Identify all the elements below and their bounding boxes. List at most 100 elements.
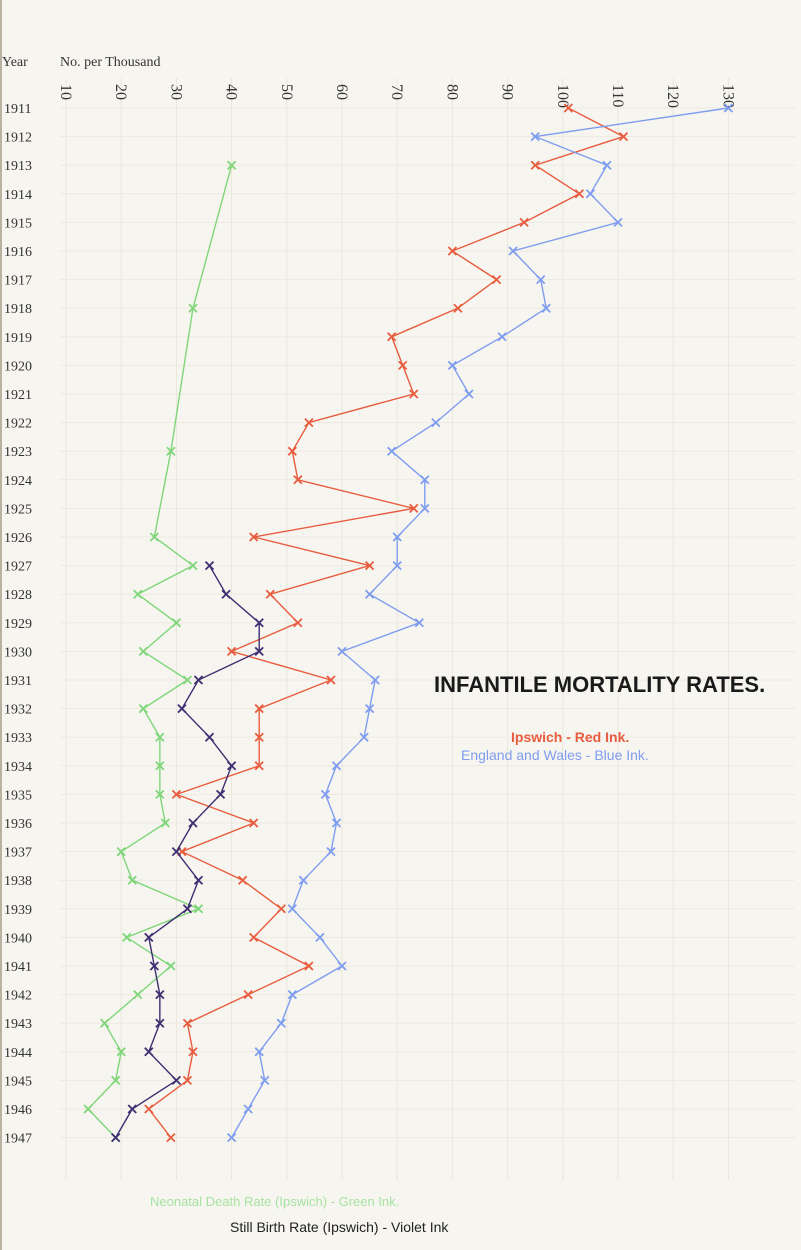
data-point (453, 303, 463, 313)
y-tick-label: 1926 (4, 531, 32, 546)
x-tick-label: 20 (112, 84, 129, 100)
data-point (276, 904, 286, 914)
x-axis-label: No. per Thousand (60, 55, 160, 70)
x-tick-label: 30 (167, 84, 184, 100)
y-tick-label: 1927 (4, 560, 32, 575)
y-tick-label: 1931 (4, 674, 32, 689)
y-tick-label: 1941 (4, 960, 32, 975)
x-tick-label: 40 (223, 84, 240, 100)
data-point (431, 417, 441, 428)
data-point (116, 846, 126, 857)
data-point (447, 360, 458, 371)
y-tick-label: 1916 (4, 245, 32, 260)
data-point (530, 131, 540, 142)
data-point (392, 532, 402, 542)
data-point (226, 761, 237, 771)
data-point (138, 646, 148, 657)
data-point (243, 989, 253, 1000)
y-tick-label: 1928 (4, 588, 32, 603)
y-tick-label: 1912 (4, 131, 32, 146)
y-tick-label: 1922 (4, 417, 32, 432)
data-point (387, 332, 397, 342)
data-point (133, 989, 143, 1000)
data-point (182, 1018, 193, 1028)
y-tick-label: 1914 (4, 188, 32, 203)
data-point (226, 1132, 237, 1143)
data-point (254, 618, 264, 628)
series-3 (111, 560, 264, 1143)
data-point (182, 675, 193, 685)
data-point (144, 1104, 154, 1114)
y-tick-label: 1911 (4, 102, 31, 117)
data-point (188, 560, 198, 571)
data-point (127, 875, 137, 885)
y-tick-label: 1935 (4, 788, 32, 803)
data-point (602, 160, 612, 170)
x-tick-label: 50 (278, 84, 295, 100)
y-tick-label: 1944 (4, 1046, 32, 1061)
data-point (260, 1075, 270, 1086)
y-tick-label: 1932 (4, 703, 32, 718)
data-point (265, 589, 275, 599)
data-point (182, 1075, 193, 1086)
y-tick-label: 1945 (4, 1074, 32, 1089)
data-point (497, 332, 507, 342)
data-point (414, 618, 424, 628)
data-point (398, 360, 408, 371)
data-point (409, 389, 419, 399)
data-point (249, 532, 259, 542)
x-tick-label: 10 (57, 84, 74, 100)
y-tick-label: 1942 (4, 989, 32, 1004)
data-point (287, 904, 297, 914)
data-point (585, 189, 596, 199)
data-point (83, 1104, 93, 1114)
y-tick-label: 1930 (4, 645, 32, 660)
data-point (155, 989, 165, 1000)
data-point (254, 1047, 264, 1057)
data-point (171, 789, 182, 800)
data-point (122, 932, 132, 943)
data-point (574, 189, 584, 199)
y-tick-label: 1939 (4, 903, 32, 918)
data-point (144, 1047, 154, 1057)
data-point (293, 618, 303, 628)
data-point (320, 789, 331, 800)
data-point (166, 961, 176, 971)
data-point (359, 732, 369, 742)
data-point (204, 560, 215, 571)
data-point (563, 103, 573, 113)
data-point (204, 732, 215, 742)
data-point (536, 274, 546, 285)
data-point (226, 160, 237, 170)
data-point (249, 932, 259, 943)
data-point (133, 589, 143, 599)
data-point (254, 703, 264, 714)
x-tick-label: 60 (333, 84, 350, 100)
data-point (238, 875, 248, 885)
data-point (149, 961, 159, 971)
data-point (171, 1075, 182, 1086)
data-point (519, 217, 529, 228)
data-point (287, 446, 297, 456)
data-point (392, 560, 402, 571)
data-point (293, 475, 303, 485)
series-1 (226, 103, 734, 1143)
data-point (287, 989, 297, 1000)
data-point (508, 246, 518, 256)
data-point (298, 875, 308, 885)
data-point (254, 732, 264, 742)
series-layer (83, 103, 734, 1143)
data-point (276, 1018, 286, 1028)
y-tick-label: 1947 (4, 1132, 32, 1147)
data-point (618, 131, 629, 142)
y-tick-label: 1938 (4, 874, 32, 889)
y-tick-label: 1946 (4, 1103, 32, 1118)
data-point (409, 503, 419, 514)
axes: 10 20 30 40 50 60 70 80 90 100 110 120 130 1911 1912 19… (0, 0, 736, 1250)
data-point (613, 217, 623, 228)
data-point (315, 932, 325, 943)
data-point (420, 503, 430, 514)
data-point (254, 646, 264, 657)
data-point (166, 446, 176, 456)
